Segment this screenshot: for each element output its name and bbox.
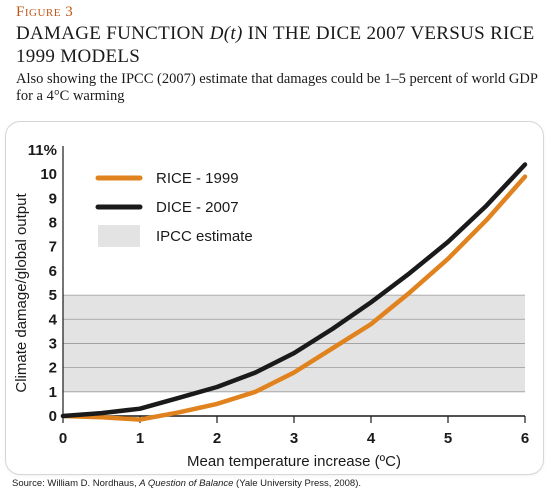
x-tick-label-2: 2 [213,430,221,447]
x-tick-label-6: 6 [521,430,529,447]
source-prefix: Source: William D. Nordhaus, [12,478,140,489]
x-tick-label-0: 0 [59,430,67,447]
chart-title: DAMAGE FUNCTION D(t) IN THE DICE 2007 VE… [16,22,541,68]
y-tick-label-6: 6 [49,263,57,280]
title-part-1: DAMAGE FUNCTION [16,23,210,44]
damage-chart: 0 1 2 3 4 5 6 0 1 2 3 4 5 6 7 8 9 10 11% RICE - 1999 DICE -… [13,142,529,470]
axis-title-layer: Mean temperature increase (ºC) Climate da… [13,193,401,470]
title-italic: D(t) [209,23,243,44]
legend-label-1: DICE - 2007 [156,199,239,216]
y-tick-label-4: 4 [49,311,58,328]
y-tick-label-0: 0 [49,408,57,425]
y-tick-label-8: 8 [49,215,57,232]
grid-layer [63,294,525,393]
series-line-rice-1999 [60,174,528,422]
title-part-2: IN THE DICE 2007 VERSUS RICE 1999 MODELS [16,23,535,67]
y-tick-label-7: 7 [49,239,57,256]
source-note: Source: William D. Nordhaus, A Question … [12,478,542,489]
series-line-dice-2007 [60,162,528,419]
y-tick-label-11: 11% [28,142,57,159]
y-axis-title: Climate damage/global output [13,193,30,393]
legend-label-2: IPCC estimate [156,228,253,245]
figure-label: Figure 3 [16,4,74,20]
y-tick-label-5: 5 [49,287,57,304]
y-tick-label-10: 10 [40,166,57,183]
series-layer [60,162,528,422]
y-tick-label-9: 9 [49,190,57,207]
x-tick-label-5: 5 [444,430,452,447]
y-tick-label-3: 3 [49,335,57,352]
x-tick-label-1: 1 [136,430,144,447]
source-book: A Question of Balance [139,478,234,489]
chart-panel: 0 1 2 3 4 5 6 0 1 2 3 4 5 6 7 8 9 10 11% RICE - 1999 DICE -… [6,122,543,474]
legend-label-0: RICE - 1999 [156,170,239,187]
y-tick-label-2: 2 [49,360,57,377]
source-suffix: (Yale University Press, 2008). [233,478,362,489]
legend-swatch-2 [98,225,140,247]
y-tick-label-1: 1 [49,384,57,401]
chart-subtitle: Also showing the IPCC (2007) estimate th… [16,71,538,104]
x-tick-label-4: 4 [367,430,376,447]
x-tick-label-3: 3 [290,430,298,447]
x-axis-title: Mean temperature increase (ºC) [187,453,401,470]
legend-layer: RICE - 1999 DICE - 2007 IPCC estimate [95,170,253,247]
tick-label-layer: 0 1 2 3 4 5 6 0 1 2 3 4 5 6 7 8 9 10 11% [28,142,529,447]
